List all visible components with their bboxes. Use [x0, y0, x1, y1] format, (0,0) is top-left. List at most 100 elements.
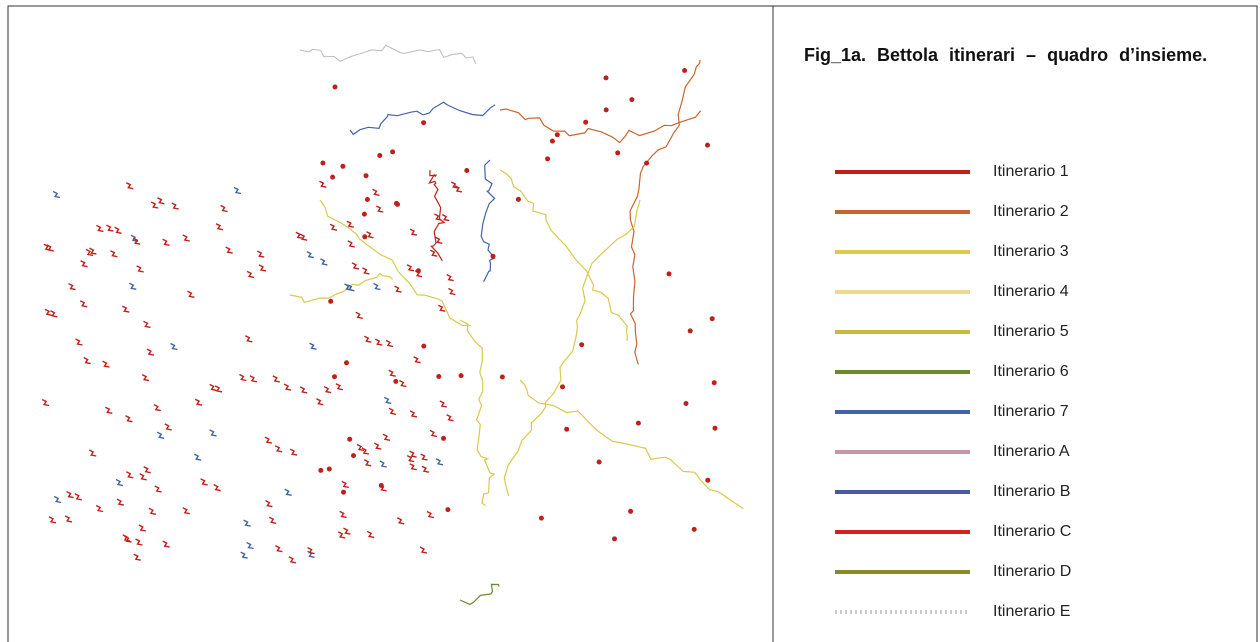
site-marker: [246, 541, 254, 550]
site-marker: [43, 243, 52, 251]
site-marker: [332, 84, 338, 90]
site-marker: [377, 153, 383, 158]
site-marker: [366, 530, 375, 539]
site-marker: [243, 519, 251, 527]
route: [428, 169, 446, 262]
site-marker: [319, 180, 327, 188]
site-marker: [89, 247, 97, 255]
site-marker: [318, 467, 324, 473]
site-marker: [409, 410, 418, 418]
site-marker: [83, 356, 91, 365]
site-marker: [343, 527, 351, 535]
site-marker: [249, 375, 258, 383]
site-marker: [446, 273, 454, 282]
site-marker: [337, 531, 346, 539]
site-marker: [341, 489, 346, 495]
site-marker: [374, 338, 383, 346]
site-marker: [74, 493, 82, 501]
site-marker: [388, 369, 396, 377]
site-marker: [138, 524, 146, 532]
site-marker: [603, 75, 609, 81]
site-marker: [295, 231, 303, 239]
site-marker: [50, 310, 58, 318]
site-marker: [396, 517, 405, 525]
site-marker: [125, 182, 134, 190]
site-marker: [712, 425, 718, 431]
site-marker: [52, 190, 61, 199]
site-marker: [141, 373, 150, 382]
site-marker: [309, 342, 317, 350]
site-marker: [157, 197, 165, 205]
site-marker: [328, 298, 334, 304]
site-marker: [437, 304, 446, 312]
site-marker: [464, 168, 470, 173]
legend-label: Itinerario 6: [993, 363, 1069, 380]
site-marker: [629, 97, 635, 103]
legend-label: Itinerario 3: [993, 243, 1069, 260]
site-marker: [373, 442, 382, 450]
site-marker: [239, 373, 247, 382]
site-marker: [114, 226, 122, 234]
site-marker: [80, 260, 88, 268]
legend-label: Itinerario 2: [993, 203, 1069, 220]
site-marker: [393, 378, 399, 384]
site-marker: [153, 403, 161, 412]
site-marker: [545, 156, 551, 162]
site-marker: [115, 478, 124, 487]
site-marker: [150, 201, 159, 209]
site-marker: [162, 540, 170, 548]
route: [299, 44, 477, 65]
site-marker: [332, 374, 337, 380]
site-marker: [615, 150, 621, 156]
site-marker: [499, 374, 505, 380]
site-marker: [612, 536, 617, 542]
site-marker: [146, 348, 155, 356]
site-marker: [48, 516, 57, 524]
site-marker: [283, 383, 292, 391]
site-marker: [316, 398, 324, 406]
site-marker: [299, 386, 308, 394]
site-marker: [356, 443, 365, 452]
site-marker: [596, 459, 602, 465]
route: [499, 169, 628, 342]
site-marker: [136, 265, 144, 273]
site-marker: [194, 398, 203, 406]
site-marker: [320, 160, 326, 166]
site-marker: [128, 282, 137, 290]
site-marker: [458, 373, 464, 379]
site-marker: [187, 290, 195, 298]
site-marker: [434, 213, 442, 221]
site-marker: [361, 211, 367, 217]
site-marker: [41, 398, 50, 407]
site-marker: [538, 515, 544, 521]
legend-label: Itinerario C: [993, 523, 1071, 540]
site-marker: [148, 507, 157, 515]
site-marker: [85, 248, 94, 257]
site-marker: [435, 458, 444, 466]
frame: [7, 5, 1258, 642]
site-marker: [96, 224, 104, 233]
site-marker: [182, 507, 190, 515]
site-marker: [95, 504, 104, 513]
site-marker: [362, 267, 370, 275]
site-marker: [666, 271, 672, 277]
route: [503, 199, 641, 497]
site-marker: [240, 551, 248, 559]
site-marker: [406, 454, 415, 463]
site-marker: [288, 556, 297, 564]
site-marker: [361, 447, 370, 455]
site-marker: [79, 300, 88, 308]
site-marker: [124, 535, 132, 543]
site-marker: [682, 68, 688, 73]
site-marker: [272, 375, 280, 383]
site-marker: [421, 465, 430, 473]
site-marker: [162, 238, 170, 246]
site-marker: [413, 356, 421, 364]
site-marker: [299, 233, 308, 241]
site-marker: [390, 149, 396, 155]
site-marker: [156, 431, 165, 439]
site-marker: [394, 200, 399, 206]
legend-label: Itinerario 4: [993, 283, 1069, 300]
site-marker: [171, 202, 179, 210]
